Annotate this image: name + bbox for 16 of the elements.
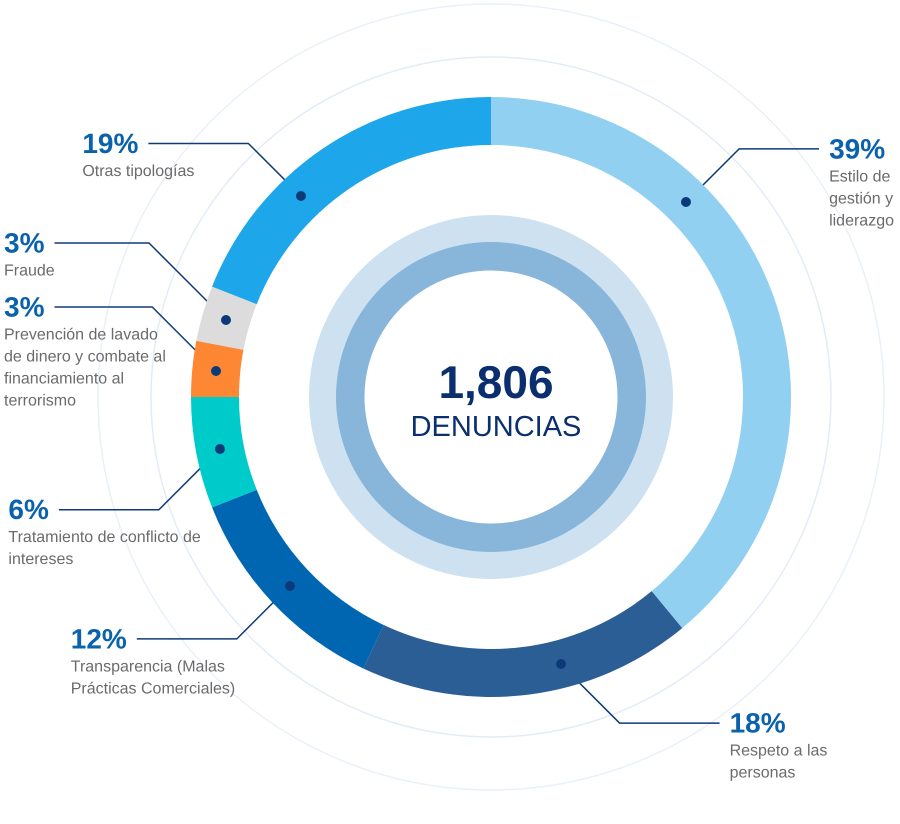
data-label: 18%: [730, 708, 786, 739]
data-label: 39%: [829, 133, 886, 164]
slice-label: Fraude: [4, 262, 55, 280]
data-label: 12%: [70, 623, 127, 654]
data-label: 6%: [8, 494, 49, 526]
slice-label: Tratamiento de conflicto de intereses: [8, 529, 201, 568]
slice-label: Transparencia (Malas Prácticas Comerciales): [70, 658, 236, 698]
slice-label: Prevención de lavado de dinero y combate al financiamiento al terrorismo: [4, 326, 166, 410]
text: 1,806: [438, 356, 554, 408]
data-label: 3%: [4, 228, 45, 259]
text: DENUNCIAS: [410, 411, 582, 443]
data-label: 19%: [82, 128, 138, 159]
slice-label: Otras tipologías: [82, 162, 194, 180]
slice-label: Respeto a las personas: [730, 742, 828, 782]
data-label: 3%: [4, 292, 45, 323]
slice-label: Estilo de gestión y liderazgo: [829, 168, 894, 230]
